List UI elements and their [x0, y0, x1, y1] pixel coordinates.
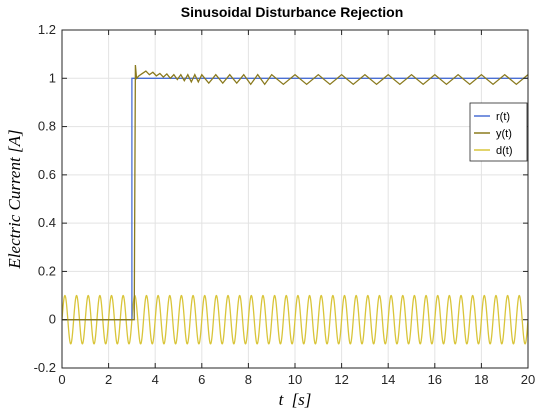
legend-label-y: y(t): [496, 128, 512, 140]
x-tick-label: 0: [58, 372, 65, 387]
y-tick-label: -0.2: [34, 360, 56, 375]
x-tick-label: 4: [152, 372, 159, 387]
y-tick-label: 0: [49, 312, 56, 327]
y-tick-label: 1: [49, 70, 56, 85]
y-tick-label: 0.8: [38, 119, 56, 134]
legend: r(t) y(t) d(t): [469, 102, 528, 162]
x-axis-label-var: t: [279, 390, 285, 409]
series-layer: [62, 64, 528, 345]
x-tick-label: 20: [521, 372, 535, 387]
y-tick-label: 0.2: [38, 263, 56, 278]
legend-box: [469, 102, 528, 162]
x-axis-label: t [s]: [279, 390, 312, 409]
chart-title: Sinusoidal Disturbance Rejection: [181, 4, 404, 20]
y-tick-label: 1.2: [38, 22, 56, 37]
series-y-line: [62, 64, 528, 321]
legend-label-r: r(t): [496, 111, 510, 123]
y-tick-label: 0.6: [38, 167, 56, 182]
x-tick-label: 18: [474, 372, 488, 387]
x-tick-label: 16: [428, 372, 442, 387]
x-tick-label: 2: [105, 372, 112, 387]
x-tick-label: 8: [245, 372, 252, 387]
x-axis-label-unit: [s]: [292, 390, 312, 409]
x-tick-label: 6: [198, 372, 205, 387]
series-d-line: [62, 294, 528, 345]
y-axis-label: Electric Current [A]: [5, 129, 24, 269]
x-tick-label: 12: [334, 372, 348, 387]
y-tick-label: 0.4: [38, 215, 56, 230]
legend-label-d: d(t): [496, 145, 513, 157]
x-tick-label: 14: [381, 372, 395, 387]
tick-labels: 0 2 4 6 8 10 12 14 16 18 20-0.200.20.40.60.811.2: [34, 22, 536, 387]
x-tick-label: 10: [288, 372, 302, 387]
